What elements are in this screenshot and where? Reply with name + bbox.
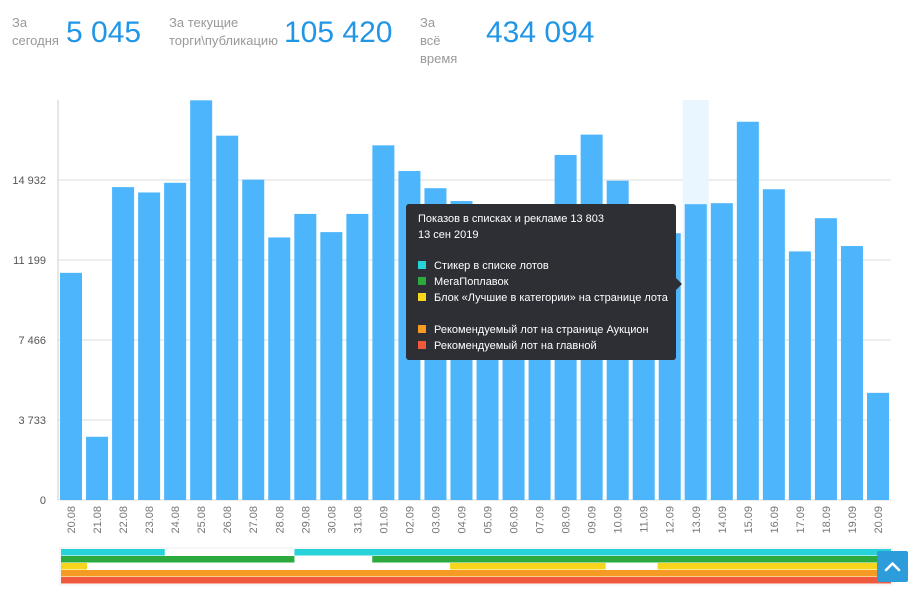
x-tick-label: 04.09 (456, 506, 468, 534)
x-tick-label: 15.09 (743, 506, 755, 534)
x-tick-label: 12.09 (665, 506, 677, 534)
x-tick-label: 20.08 (66, 506, 78, 534)
timeline-segment (61, 570, 891, 577)
x-tick-label: 20.09 (873, 506, 885, 534)
bar (190, 100, 213, 500)
timeline-segment (657, 563, 891, 570)
y-tick-label: 7 466 (18, 335, 46, 347)
chevron-up-icon (884, 562, 901, 572)
tooltip-arrow (676, 278, 682, 290)
bar (788, 251, 811, 500)
bar (60, 272, 83, 500)
stat-caption-line1: За (420, 15, 436, 30)
bar (86, 436, 109, 500)
bar (346, 213, 369, 501)
stat-today-value: 5 045 (66, 16, 142, 49)
timeline-segment (372, 556, 891, 563)
tooltip-swatch (418, 261, 426, 269)
x-tick-label: 19.09 (847, 506, 859, 534)
x-tick-label: 01.09 (378, 506, 390, 534)
x-tick-label: 31.08 (352, 506, 364, 534)
x-tick-label: 25.08 (196, 506, 208, 534)
y-tick-label: 3 733 (18, 415, 46, 427)
y-tick-label: 0 (40, 495, 46, 507)
x-tick-label: 28.08 (274, 506, 286, 534)
stat-caption-line2: всё время (420, 33, 458, 66)
bar (320, 232, 343, 500)
x-tick-label: 07.09 (535, 506, 547, 534)
x-tick-label: 24.08 (170, 506, 182, 534)
stat-today-caption: За сегодня (12, 14, 59, 50)
bar (840, 246, 863, 500)
bar (814, 218, 837, 500)
x-tick-label: 29.08 (300, 506, 312, 534)
stat-caption-line2: сегодня (12, 33, 59, 48)
x-tick-label: 02.09 (404, 506, 416, 534)
timeline-segment (61, 577, 891, 584)
timeline-segment (61, 563, 87, 570)
bar (710, 203, 733, 500)
bar (216, 135, 239, 500)
timeline-segment (61, 549, 165, 556)
stat-current-caption: За текущие торги\публикацию (169, 14, 278, 50)
stat-alltime-value: 434 094 (486, 16, 595, 49)
stat-current-value: 105 420 (284, 16, 393, 49)
x-tick-label: 26.08 (222, 506, 234, 534)
x-tick-label: 14.09 (717, 506, 729, 534)
x-tick-label: 08.09 (561, 506, 573, 534)
x-tick-label: 03.09 (430, 506, 442, 534)
tooltip-item-label: МегаПоплавок (434, 276, 509, 288)
tooltip-item-label: Блок «Лучшие в категории» на странице ло… (434, 292, 668, 304)
bar (294, 213, 317, 501)
timeline-segment (450, 563, 606, 570)
tooltip-title: Показов в списках и рекламе 13 803 (418, 213, 605, 225)
bar (242, 179, 265, 500)
x-tick-label: 22.08 (118, 506, 130, 534)
tooltip-item-label: Рекомендуемый лот на главной (434, 340, 597, 352)
scroll-top-button[interactable] (877, 551, 908, 582)
tooltip-swatch (418, 325, 426, 333)
timeline-segment (294, 549, 891, 556)
timeline-segment (61, 556, 295, 563)
x-tick-label: 18.09 (821, 506, 833, 534)
y-tick-label: 14 932 (12, 175, 46, 187)
x-tick-label: 09.09 (587, 506, 599, 534)
x-tick-label: 16.09 (769, 506, 781, 534)
stat-caption-line1: За (12, 15, 28, 30)
bar (684, 204, 707, 501)
x-tick-label: 10.09 (613, 506, 625, 534)
tooltip-date: 13 сен 2019 (418, 229, 479, 241)
x-tick-label: 13.09 (691, 506, 703, 534)
x-tick-label: 30.08 (326, 506, 338, 534)
bar (268, 237, 291, 500)
y-tick-label: 11 199 (13, 255, 46, 267)
x-tick-label: 27.08 (248, 506, 260, 534)
bar (138, 192, 161, 501)
stat-caption-line1: За текущие (169, 15, 239, 30)
tooltip-item-label: Стикер в списке лотов (434, 260, 549, 272)
bar (866, 392, 889, 500)
stat-alltime-caption: За всё время (420, 14, 457, 68)
tooltip-swatch (418, 293, 426, 301)
stat-caption-line2: торги\публикацию (169, 33, 278, 48)
bar (112, 187, 135, 500)
bar (164, 182, 187, 500)
tooltip-swatch (418, 341, 426, 349)
bar (762, 189, 785, 500)
bar (736, 121, 759, 500)
chart-tooltip: Показов в списках и рекламе 13 803 13 се… (406, 204, 682, 360)
x-tick-label: 11.09 (639, 506, 651, 533)
tooltip-item-label: Рекомендуемый лот на странице Аукцион (434, 324, 649, 336)
tooltip-swatch (418, 277, 426, 285)
x-tick-label: 23.08 (144, 506, 156, 534)
x-tick-label: 06.09 (509, 506, 521, 534)
x-tick-label: 05.09 (483, 506, 495, 534)
x-tick-label: 21.08 (92, 506, 104, 534)
bar (372, 145, 395, 500)
x-tick-label: 17.09 (795, 506, 807, 534)
